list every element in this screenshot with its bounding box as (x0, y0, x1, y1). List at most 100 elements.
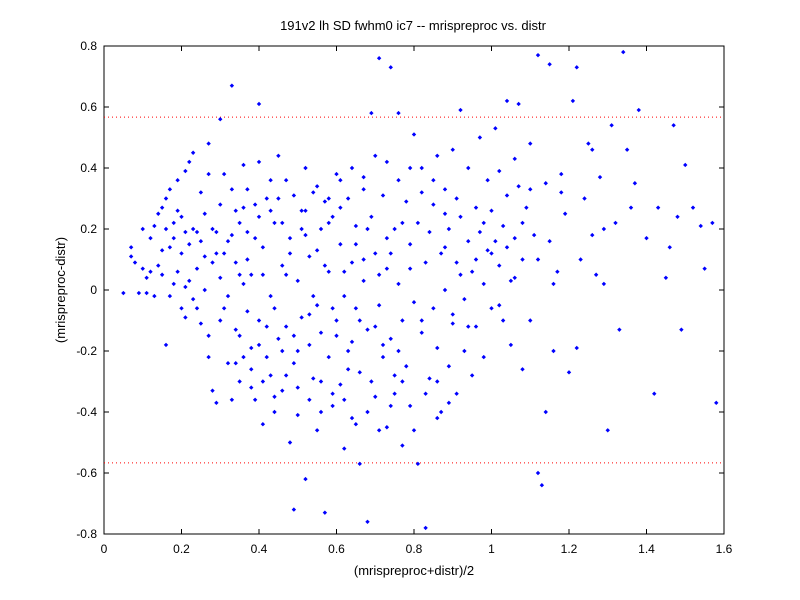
data-point (156, 263, 161, 268)
data-point (500, 223, 506, 229)
data-point (303, 208, 308, 213)
data-point (241, 205, 246, 210)
data-point (214, 229, 219, 235)
data-point (528, 318, 533, 323)
data-point (380, 193, 386, 198)
data-point (442, 245, 448, 250)
data-point (404, 199, 409, 204)
data-point (179, 251, 184, 256)
data-point (163, 342, 169, 348)
data-point (291, 361, 297, 366)
data-point (237, 220, 242, 226)
data-point (458, 214, 463, 219)
data-point (454, 391, 459, 396)
data-point (171, 281, 176, 287)
data-point (407, 266, 413, 271)
data-point (322, 510, 328, 515)
data-point (303, 476, 308, 482)
y-tick-label: 0.4 (80, 161, 97, 175)
data-point (283, 178, 289, 183)
data-point (388, 65, 393, 70)
data-point (400, 220, 405, 226)
data-point (291, 193, 297, 198)
data-point (206, 333, 211, 338)
data-point (349, 415, 355, 421)
data-point (175, 178, 180, 183)
data-point (299, 208, 304, 213)
data-point (384, 266, 390, 271)
data-point (287, 440, 293, 445)
data-point (636, 107, 641, 113)
data-point (574, 65, 579, 70)
data-point (714, 400, 719, 406)
data-point (210, 388, 215, 393)
data-point (535, 257, 541, 262)
data-point (419, 165, 424, 171)
data-point (202, 287, 207, 293)
y-tick-label: 0.8 (80, 39, 97, 53)
data-point (318, 379, 324, 384)
data-point (442, 187, 448, 192)
data-point (357, 370, 362, 375)
data-point (249, 272, 254, 277)
data-point (218, 117, 223, 122)
data-point (179, 214, 184, 219)
data-point (256, 159, 262, 165)
data-point (504, 98, 510, 104)
data-point (435, 379, 440, 384)
x-tick-label: 0.8 (406, 542, 423, 556)
data-point (260, 422, 266, 427)
data-point (621, 49, 626, 55)
data-point (407, 242, 413, 247)
data-point (342, 293, 347, 299)
data-point (644, 235, 649, 241)
data-point (415, 220, 421, 226)
data-point (264, 354, 269, 360)
data-point (590, 232, 595, 238)
data-point (508, 278, 514, 284)
data-point (307, 397, 312, 402)
x-tick-label: 0.6 (328, 542, 345, 556)
data-point (303, 165, 308, 171)
data-point (404, 364, 409, 369)
data-point (349, 339, 355, 345)
y-tick-label: -0.2 (76, 344, 97, 358)
data-point (264, 196, 269, 201)
data-point (454, 196, 459, 201)
data-point (446, 364, 452, 369)
data-points (121, 49, 719, 531)
data-point (547, 239, 552, 244)
data-point (249, 367, 254, 372)
data-point (493, 126, 498, 131)
data-point (543, 409, 548, 415)
data-point (345, 196, 351, 201)
data-point (477, 135, 483, 140)
data-point (524, 205, 529, 210)
data-point (214, 251, 219, 256)
data-point (241, 281, 246, 287)
data-point (218, 202, 223, 207)
data-point (353, 242, 359, 247)
data-point (551, 348, 556, 354)
data-point (256, 342, 262, 348)
data-point (380, 342, 386, 348)
data-point (435, 415, 440, 421)
data-point (458, 107, 463, 113)
data-point (194, 306, 200, 311)
data-point (369, 379, 374, 384)
data-point (574, 345, 579, 351)
data-point (373, 394, 378, 399)
data-point (295, 278, 300, 284)
data-point (280, 388, 285, 393)
data-point (535, 52, 541, 58)
data-point (462, 296, 467, 302)
data-point (314, 303, 320, 308)
data-point (353, 306, 359, 311)
data-point (159, 248, 165, 253)
data-point (256, 318, 262, 323)
data-point (163, 226, 169, 232)
data-point (295, 348, 300, 354)
data-point (144, 290, 149, 296)
data-point (198, 239, 204, 244)
data-point (376, 428, 382, 433)
